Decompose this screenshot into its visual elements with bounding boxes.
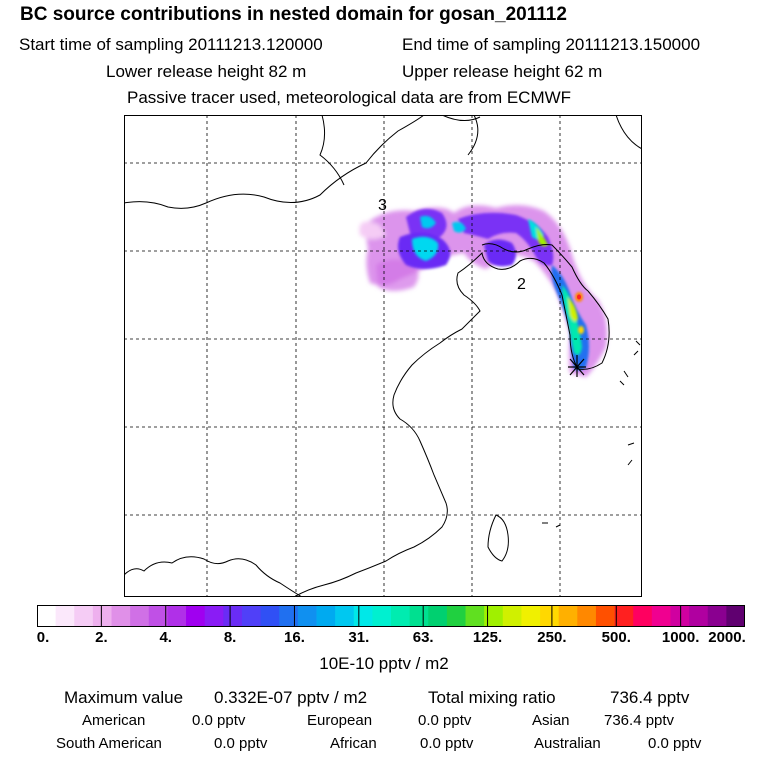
colorbar-swatch	[558, 605, 578, 627]
colorbar-swatch	[148, 605, 168, 627]
colorbar-swatch	[689, 605, 709, 627]
colorbar-swatch	[372, 605, 392, 627]
colorbar-units: 10E-10 pptv / m2	[319, 654, 449, 673]
colorbar-tick-label: 4.	[159, 629, 172, 646]
receptor-asterisk-icon	[568, 355, 586, 377]
colorbar-swatch	[186, 605, 206, 627]
colorbar-swatch	[521, 605, 541, 627]
region-value: 736.4 pptv	[604, 712, 675, 729]
region-value: 0.0 pptv	[420, 735, 474, 752]
colorbar-swatch	[633, 605, 653, 627]
start-time-text: Start time of sampling 20111213.120000	[19, 35, 323, 54]
region-name: Australian	[534, 735, 601, 752]
region-name: South American	[56, 735, 162, 752]
region-name: American	[82, 712, 146, 729]
colorbar-tick-label: 31.	[348, 629, 370, 646]
colorbar	[36, 605, 746, 627]
region-value: 0.0 pptv	[648, 735, 702, 752]
colorbar-tick-label: 500.	[601, 629, 631, 646]
colorbar-swatch	[409, 605, 429, 627]
tracer-note-text: Passive tracer used, meteorological data…	[127, 88, 572, 107]
colorbar-swatch	[241, 605, 262, 627]
colorbar-swatch	[465, 605, 485, 627]
colorbar-swatch	[428, 605, 448, 627]
colorbar-swatch	[223, 605, 243, 627]
colorbar-tick-label: 16.	[284, 629, 305, 646]
colorbar-tick-label: 2000.	[708, 629, 746, 646]
colorbar-swatch	[651, 605, 671, 627]
colorbar-tick-label: 125.	[472, 629, 503, 646]
plot-title: BC source contributions in nested domain…	[20, 4, 567, 25]
coastlines	[124, 115, 642, 597]
colorbar-swatch	[614, 605, 634, 627]
colorbar-swatch	[726, 605, 746, 627]
colorbar-swatch	[204, 605, 224, 627]
colorbar-swatch	[55, 605, 75, 627]
map-frame	[124, 115, 642, 597]
lat-lon-grid	[124, 115, 642, 597]
colorbar-swatch	[335, 605, 355, 627]
colorbar-tick-label: 1000.	[661, 629, 700, 646]
region-name: African	[330, 735, 377, 752]
colorbar-swatches	[36, 605, 746, 627]
colorbar-swatch	[92, 605, 113, 627]
total-mixing-label: Total mixing ratio	[428, 688, 556, 707]
region-value: 0.0 pptv	[418, 712, 472, 729]
colorbar-swatch	[595, 605, 616, 627]
colorbar-swatch	[670, 605, 690, 627]
max-value-label: Maximum value	[64, 688, 184, 707]
end-time-text: End time of sampling 20111213.150000	[402, 35, 701, 54]
colorbar-swatch	[707, 605, 727, 627]
total-mixing-value: 736.4 pptv	[610, 688, 690, 707]
max-value: 0.332E-07 pptv / m2	[214, 688, 368, 707]
colorbar-swatch	[316, 605, 336, 627]
colorbar-tick-label: 250.	[537, 629, 567, 646]
map-background	[124, 115, 642, 597]
region-name: Asian	[532, 712, 570, 729]
region-value: 0.0 pptv	[214, 735, 268, 752]
colorbar-swatch	[260, 605, 280, 627]
colorbar-swatch	[446, 605, 467, 627]
colorbar-swatch	[297, 605, 317, 627]
region-label-3: 3	[378, 197, 387, 214]
upper-release-height-text: Upper release height 62 m	[402, 62, 603, 81]
colorbar-swatch	[391, 605, 411, 627]
colorbar-swatch	[37, 605, 57, 627]
colorbar-frame	[37, 605, 745, 627]
colorbar-swatch	[279, 605, 299, 627]
colorbar-tick-label: 2.	[95, 629, 108, 646]
colorbar-swatch	[540, 605, 560, 627]
region-value: 0.0 pptv	[192, 712, 246, 729]
colorbar-tick-label: 63.	[412, 629, 434, 646]
region-label-2: 2	[517, 276, 526, 293]
map-panel	[124, 115, 642, 597]
colorbar-tick-label: 8.	[223, 629, 237, 646]
colorbar-swatch	[484, 605, 504, 627]
colorbar-tick-label: 0.	[36, 629, 50, 646]
colorbar-swatch	[74, 605, 94, 627]
region-name: European	[307, 712, 373, 729]
colorbar-swatch	[130, 605, 150, 627]
colorbar-swatch	[167, 605, 187, 627]
colorbar-swatch	[353, 605, 373, 627]
colorbar-swatch	[577, 605, 597, 627]
lower-release-height-text: Lower release height 82 m	[106, 62, 307, 81]
colorbar-swatch	[502, 605, 522, 627]
colorbar-swatch	[111, 605, 131, 627]
